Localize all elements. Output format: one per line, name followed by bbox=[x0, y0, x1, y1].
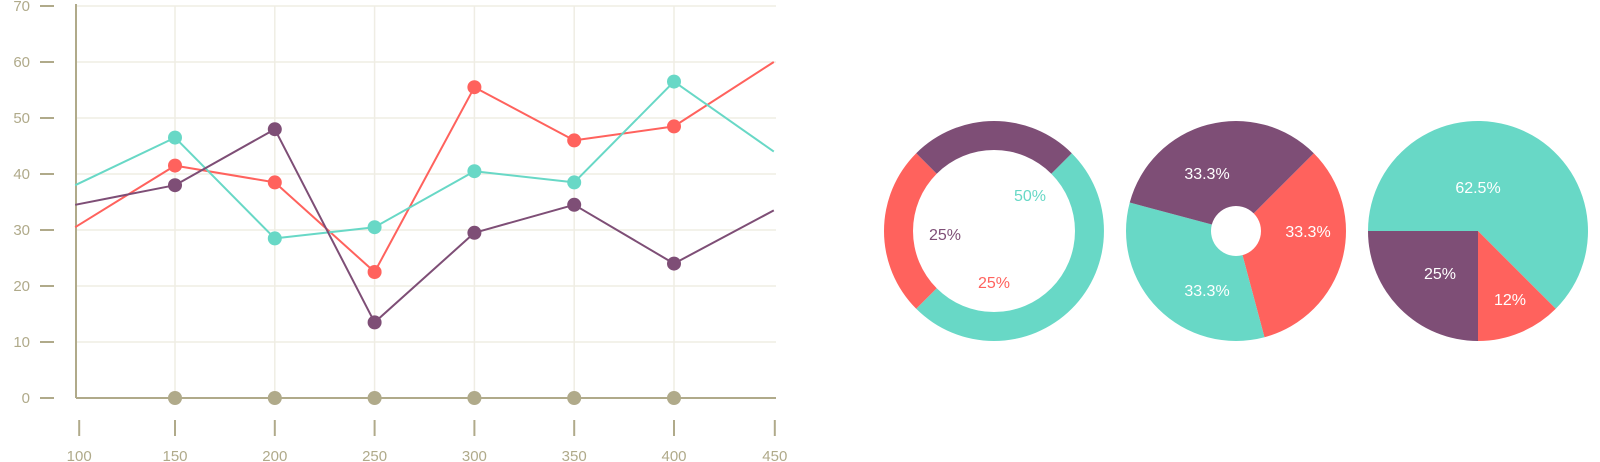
y-tick-label: 0 bbox=[22, 390, 30, 407]
baseline-marker bbox=[168, 391, 182, 405]
series-2-point bbox=[168, 130, 182, 145]
y-tick-label: 30 bbox=[13, 222, 30, 239]
pie-slice bbox=[1478, 231, 1556, 341]
y-tick-label: 40 bbox=[13, 166, 30, 183]
y-tick-label: 10 bbox=[13, 334, 30, 351]
series-2-point bbox=[567, 175, 582, 190]
series-line-2 bbox=[74, 80, 775, 240]
x-tick-label: 150 bbox=[162, 448, 187, 462]
series-3-point bbox=[367, 315, 382, 330]
x-tick-label: 400 bbox=[661, 448, 686, 462]
series-3-point bbox=[168, 178, 182, 193]
pie-slice bbox=[1126, 202, 1265, 341]
donut-chart: 50% 25% 25% bbox=[883, 121, 1104, 341]
pie-slice bbox=[1242, 153, 1346, 338]
pie-slice bbox=[916, 121, 1072, 174]
pie-chart: 62.5% 12% 25% bbox=[1368, 120, 1589, 341]
series-line-3 bbox=[75, 128, 775, 324]
pie-slice-label: 33.3% bbox=[1184, 283, 1229, 300]
y-tick-label: 20 bbox=[13, 278, 30, 295]
series-3-point bbox=[667, 256, 681, 271]
pie-slice bbox=[883, 153, 937, 309]
series-3-point bbox=[267, 122, 282, 137]
series-line-1 bbox=[74, 61, 775, 273]
series-1-point bbox=[267, 175, 282, 190]
x-tick-label: 200 bbox=[262, 448, 287, 462]
series-3-point bbox=[567, 197, 582, 212]
y-tick-label: 60 bbox=[13, 54, 30, 71]
series-2-point bbox=[467, 164, 482, 179]
series-1-point bbox=[467, 80, 482, 95]
pie-slice-label: 50% bbox=[1014, 188, 1046, 205]
pie-slice-label: 62.5% bbox=[1455, 180, 1500, 197]
series-2-point bbox=[367, 220, 382, 235]
pie-slice bbox=[1368, 231, 1478, 341]
series-2-point bbox=[667, 74, 681, 89]
x-tick-label: 250 bbox=[362, 448, 387, 462]
x-tick-label: 350 bbox=[562, 448, 587, 462]
baseline-marker bbox=[567, 391, 582, 405]
pie-slice-label: 12% bbox=[1494, 292, 1526, 309]
y-tick-label: 70 bbox=[13, 0, 30, 15]
pie-slice-label: 25% bbox=[978, 275, 1010, 292]
baseline-marker bbox=[467, 391, 482, 405]
baseline-marker bbox=[367, 391, 382, 405]
pie-slice-label: 25% bbox=[1424, 266, 1456, 283]
pie-slice bbox=[1368, 120, 1589, 309]
pie-slice-label: 33.3% bbox=[1285, 224, 1330, 241]
pie-slice-label: 25% bbox=[929, 227, 961, 244]
line-chart: 0 10 20 30 40 50 60 70 100 150 200 250 300 350 400 450 bbox=[13, 0, 787, 462]
baseline-marker bbox=[667, 391, 681, 405]
pie-chart-with-hole: 33.3% 33.3% 33.3% bbox=[1126, 120, 1346, 341]
series-2-point bbox=[267, 231, 282, 246]
series-1-point bbox=[567, 133, 582, 148]
series-3-point bbox=[467, 225, 482, 240]
series-1-point bbox=[367, 265, 382, 279]
pie-slice bbox=[916, 153, 1104, 341]
series-1-point bbox=[667, 119, 681, 134]
x-tick-label: 100 bbox=[67, 448, 92, 462]
baseline-marker bbox=[267, 391, 282, 405]
x-tick-label: 300 bbox=[462, 448, 487, 462]
pie-slice-label: 33.3% bbox=[1184, 166, 1229, 183]
series-1-point bbox=[168, 158, 182, 173]
pie-slice bbox=[1129, 120, 1314, 225]
x-tick-label: 450 bbox=[762, 448, 787, 462]
y-tick-label: 50 bbox=[13, 110, 30, 127]
